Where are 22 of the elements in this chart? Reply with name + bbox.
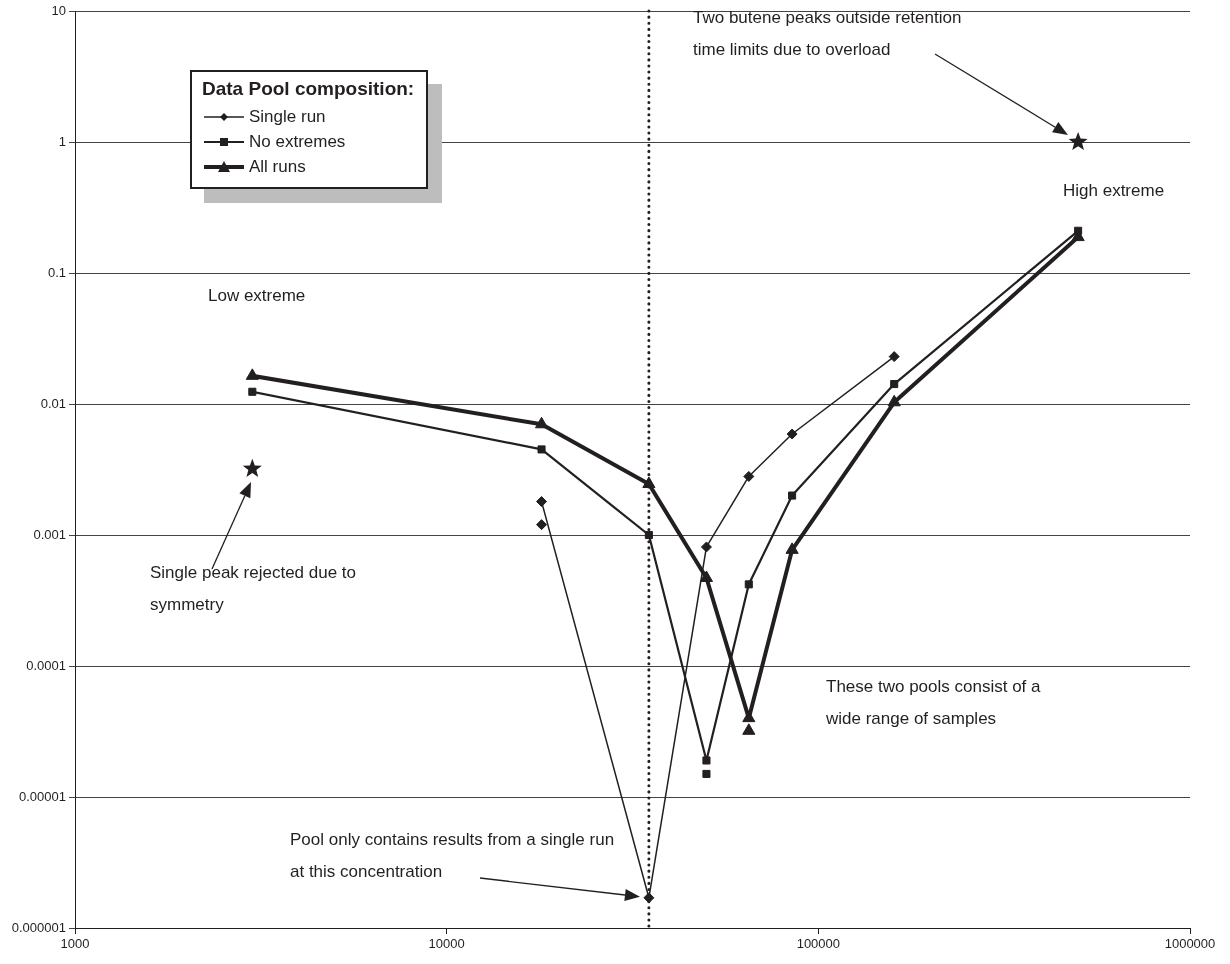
x-tick-label: 1000: [60, 936, 90, 952]
annotation: Pool only contains results from a single run at this concentration: [290, 830, 615, 882]
y-tick-label: 0.00001: [19, 788, 66, 804]
y-tick-label: 0.000001: [11, 919, 66, 935]
x-tick-label: 10000: [428, 936, 465, 952]
y-tick-label: 0.1: [47, 264, 66, 280]
y-tick-label: 0.01: [40, 395, 66, 411]
y-tick-label: 0.001: [33, 526, 66, 542]
y-tick-label: 0.0001: [26, 657, 66, 673]
x-tick-label: 1000000: [1164, 936, 1216, 952]
annotation: Low extreme: [208, 286, 306, 306]
legend-label: Single run: [249, 106, 326, 127]
y-tick-label: 1: [58, 133, 66, 149]
annotation: Single peak rejected due to symmetry: [150, 563, 357, 615]
legend-label: All runs: [249, 156, 306, 177]
y-tick-label: 10: [51, 2, 66, 18]
annotation: These two pools consist of a wide range of samples: [825, 677, 1042, 729]
x-tick-label: 100000: [796, 936, 841, 952]
annotation: Two butene peaks outside retention time limits due to overload: [693, 8, 962, 60]
annotation: High extreme: [1063, 181, 1165, 201]
legend-label: No extremes: [249, 131, 346, 152]
legend-title: Data Pool composition:: [202, 78, 415, 100]
